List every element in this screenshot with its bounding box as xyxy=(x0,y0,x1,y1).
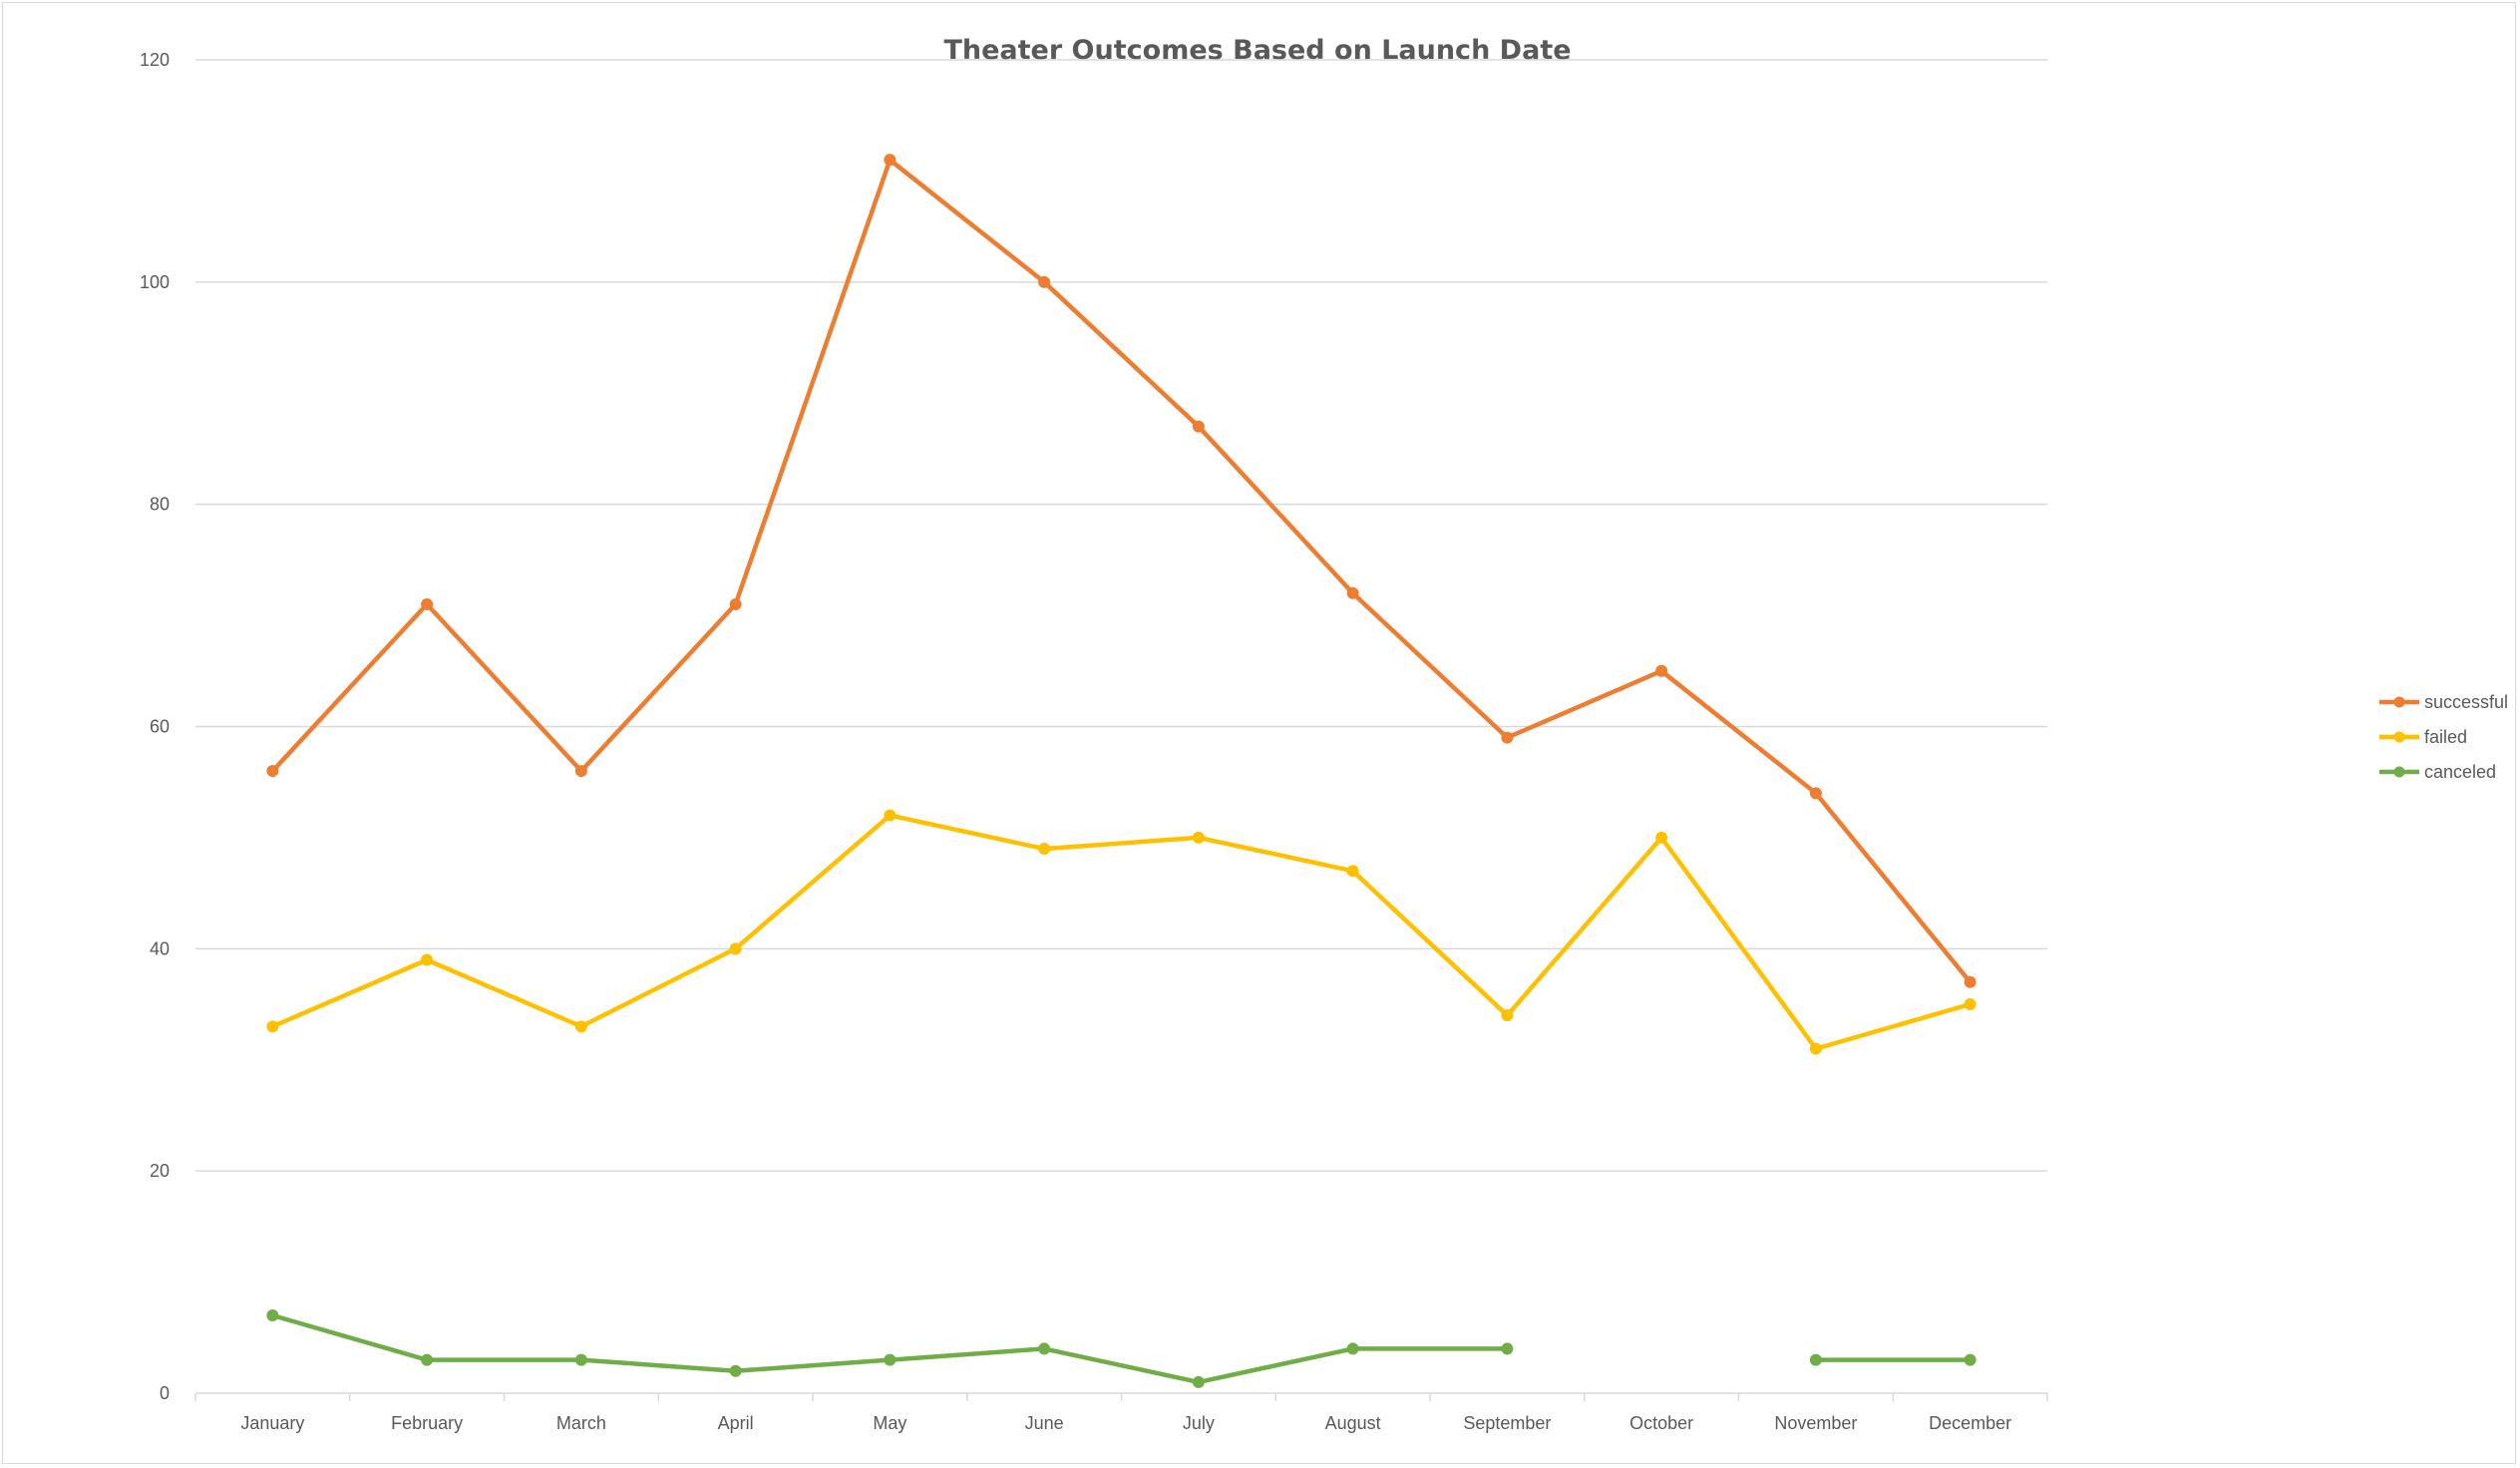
data-point xyxy=(1809,1353,1822,1366)
x-tick-label: September xyxy=(1463,1413,1551,1433)
legend-marker xyxy=(2393,731,2405,743)
data-point xyxy=(1038,1342,1051,1355)
chart-title: Theater Outcomes Based on Launch Date xyxy=(943,35,1571,66)
legend-item-canceled: canceled xyxy=(2379,762,2496,782)
legend-label: successful xyxy=(2424,692,2508,712)
data-point xyxy=(1809,787,1822,800)
data-point xyxy=(1964,998,1977,1011)
legend-label: canceled xyxy=(2424,762,2496,782)
data-point xyxy=(266,765,279,778)
series-line-failed xyxy=(270,813,1973,1051)
data-point xyxy=(1501,1342,1514,1355)
legend-marker xyxy=(2393,766,2405,778)
x-tick-label: January xyxy=(240,1413,304,1433)
y-tick-label: 60 xyxy=(150,717,170,737)
x-axis-ticks: January February March April May June July Augu… xyxy=(194,1393,2048,1433)
data-point xyxy=(1809,1042,1822,1055)
y-tick-label: 100 xyxy=(140,272,170,292)
data-point xyxy=(1346,865,1359,878)
x-tick-label: August xyxy=(1325,1413,1381,1433)
data-point xyxy=(884,154,897,167)
data-point xyxy=(574,1020,587,1033)
gridlines xyxy=(195,59,2047,1394)
data-point xyxy=(884,1353,897,1366)
data-point xyxy=(1038,275,1051,288)
line-chart: Theater Outcomes Based on Launch Date 0 2… xyxy=(140,35,2508,1433)
x-tick-label: December xyxy=(1929,1413,2011,1433)
data-point xyxy=(884,809,897,822)
data-point xyxy=(1501,731,1514,744)
x-tick-label: November xyxy=(1774,1413,1857,1433)
data-point xyxy=(266,1309,279,1322)
series-line-successful xyxy=(270,158,1973,985)
data-point xyxy=(421,1353,434,1366)
legend-item-successful: successful xyxy=(2379,692,2508,712)
series-failed xyxy=(266,809,1977,1055)
y-tick-label: 0 xyxy=(160,1383,170,1403)
data-point xyxy=(729,597,742,610)
legend: successful failed canceled xyxy=(2379,692,2508,782)
data-point xyxy=(1964,975,1977,988)
x-tick-label: July xyxy=(1183,1413,1215,1433)
data-point xyxy=(1192,420,1205,433)
series-lines xyxy=(266,154,1977,1388)
series-line-canceled xyxy=(270,1312,1973,1385)
data-point xyxy=(1346,586,1359,599)
legend-label: failed xyxy=(2424,727,2467,747)
data-point xyxy=(1964,1353,1977,1366)
data-point xyxy=(1192,1375,1205,1388)
x-tick-label: June xyxy=(1025,1413,1064,1433)
data-point xyxy=(1346,1342,1359,1355)
y-tick-label: 20 xyxy=(150,1161,170,1181)
data-point xyxy=(421,597,434,610)
series-canceled xyxy=(266,1309,1977,1388)
data-point xyxy=(574,1353,587,1366)
data-point xyxy=(574,765,587,778)
y-axis-ticks: 0 20 40 60 80 100 120 xyxy=(140,50,170,1403)
data-point xyxy=(266,1020,279,1033)
y-tick-label: 40 xyxy=(150,938,170,958)
data-point xyxy=(729,942,742,955)
data-point xyxy=(729,1364,742,1377)
x-tick-label: October xyxy=(1629,1413,1693,1433)
x-tick-label: April xyxy=(718,1413,754,1433)
legend-marker xyxy=(2393,696,2405,708)
x-tick-label: February xyxy=(391,1413,463,1433)
data-point xyxy=(421,953,434,966)
y-tick-label: 80 xyxy=(150,495,170,515)
x-tick-label: March xyxy=(556,1413,606,1433)
y-tick-label: 120 xyxy=(140,50,170,70)
x-tick-label: May xyxy=(873,1413,906,1433)
legend-item-failed: failed xyxy=(2379,727,2467,747)
data-point xyxy=(1192,831,1205,844)
data-point xyxy=(1655,831,1668,844)
data-point xyxy=(1038,843,1051,856)
data-point xyxy=(1501,1009,1514,1022)
series-successful xyxy=(266,154,1977,988)
data-point xyxy=(1655,664,1668,677)
